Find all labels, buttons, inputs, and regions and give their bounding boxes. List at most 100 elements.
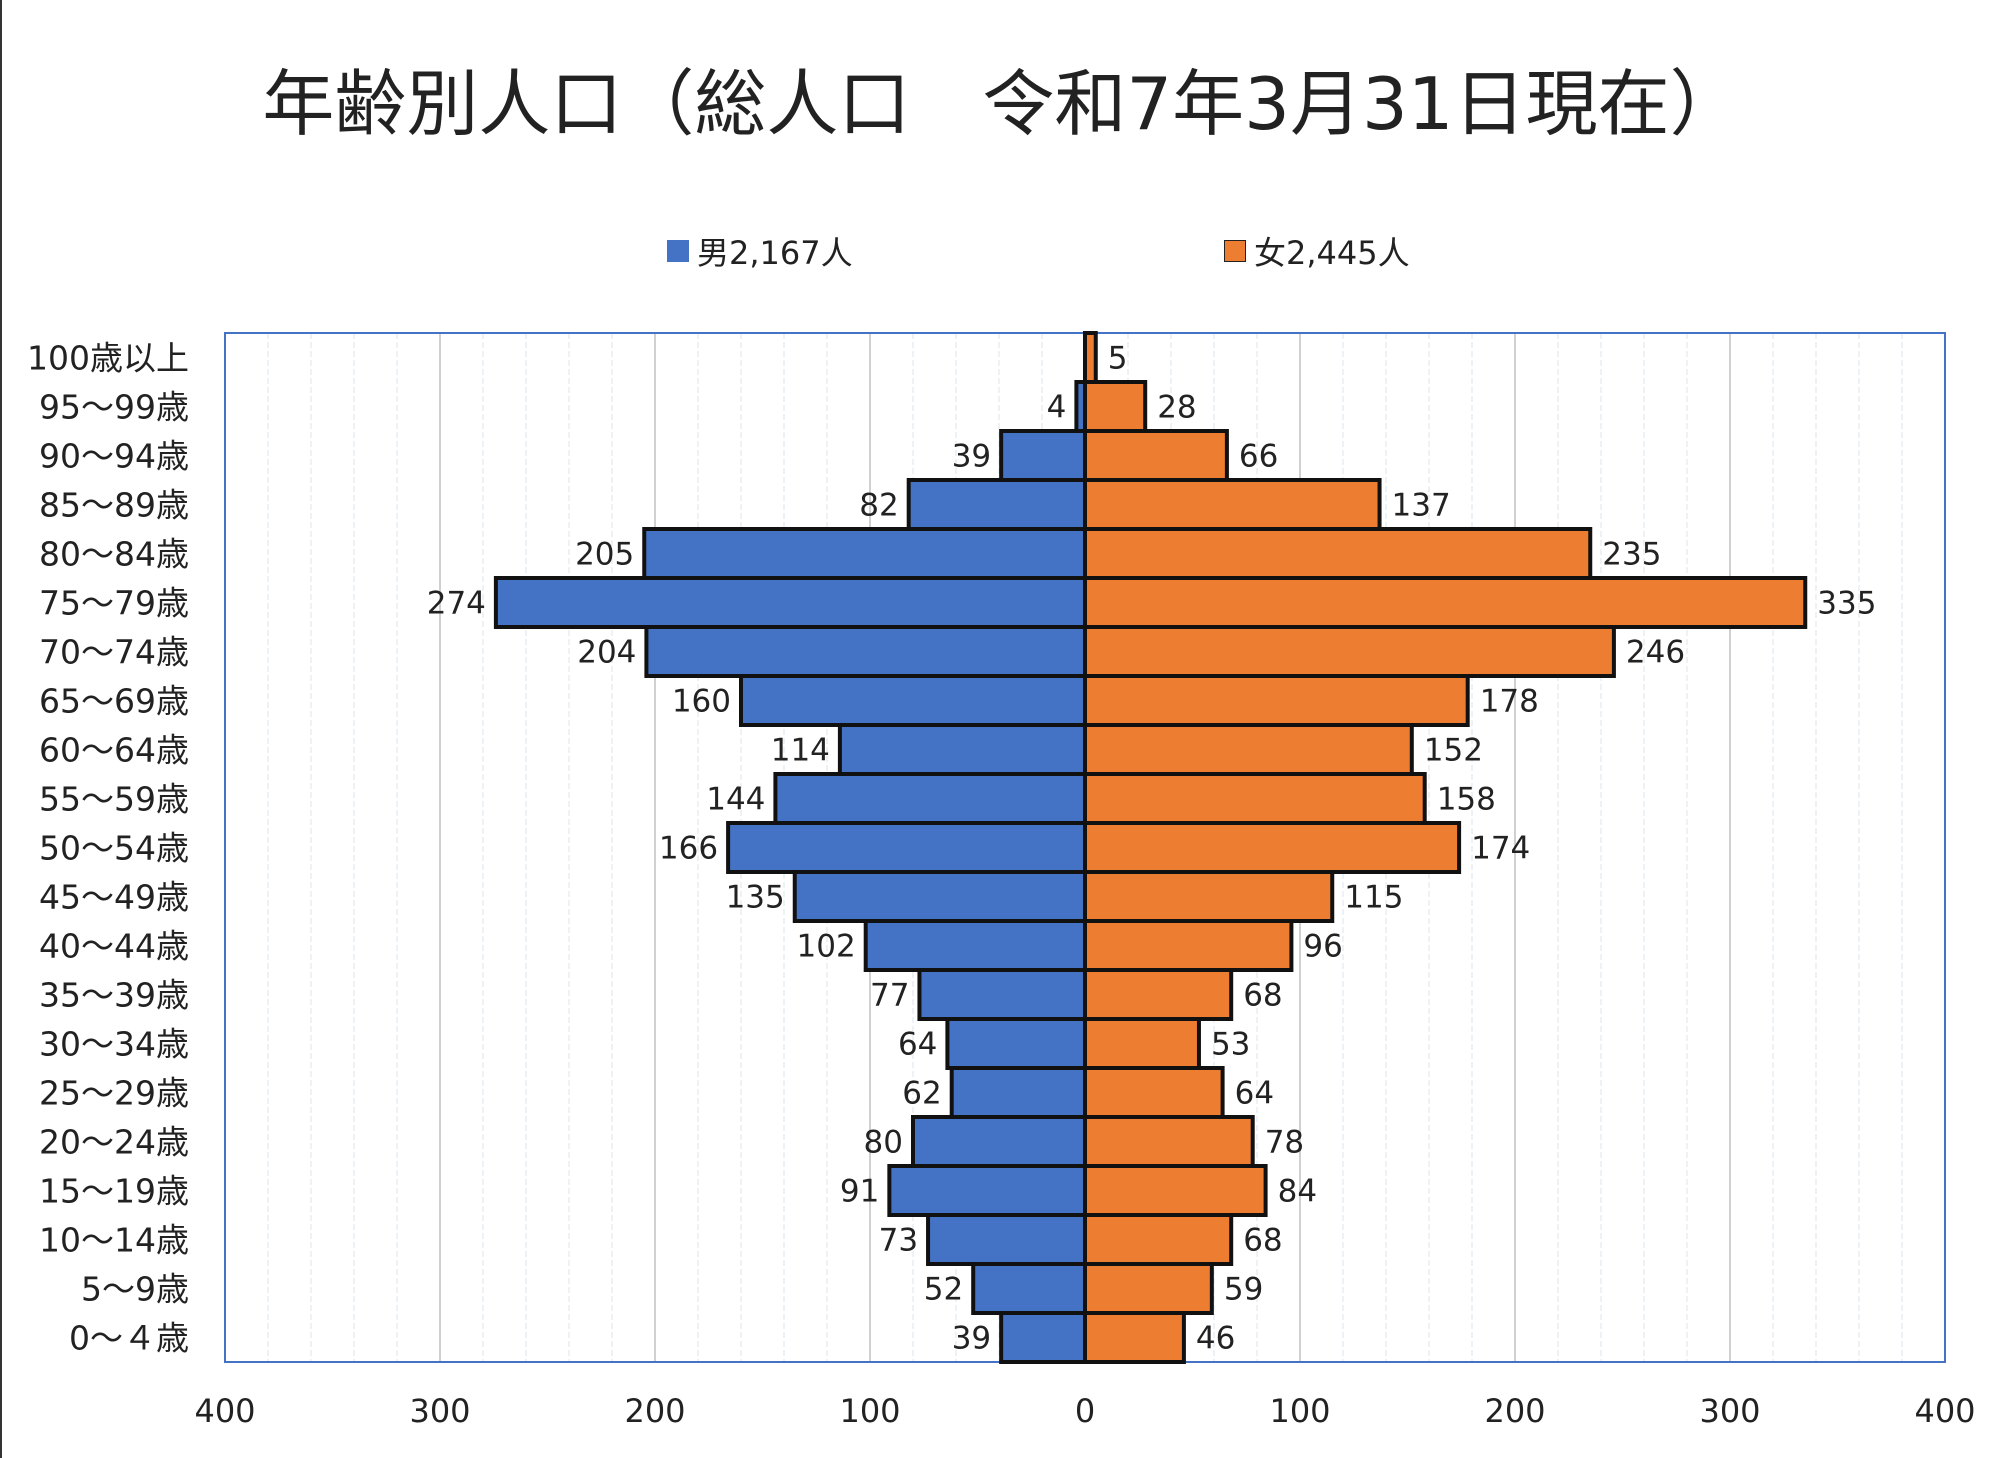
bar-female — [1083, 723, 1414, 776]
bar-female — [1083, 1262, 1214, 1315]
data-label-male: 135 — [726, 880, 785, 916]
y-tick-label: 80～84歳 — [39, 535, 189, 574]
data-label-female: 96 — [1303, 929, 1342, 965]
bar-male — [945, 1017, 1088, 1070]
bar-female — [1083, 527, 1593, 580]
bar-male — [949, 1066, 1088, 1119]
data-label-male: 4 — [1047, 390, 1067, 426]
data-label-male: 39 — [952, 439, 991, 475]
data-label-male: 73 — [879, 1223, 918, 1259]
bar-male — [644, 625, 1088, 678]
legend-item-female: 女2,445人 — [1224, 228, 1410, 274]
data-label-female: 335 — [1817, 586, 1876, 622]
x-tick-label: 400 — [194, 1392, 255, 1430]
y-tick-label: 85～89歳 — [39, 486, 189, 525]
data-label-male: 77 — [870, 978, 909, 1014]
data-label-female: 84 — [1278, 1174, 1317, 1210]
bar-female — [1083, 478, 1382, 531]
x-tick-label: 300 — [409, 1392, 470, 1430]
data-label-male: 64 — [898, 1027, 937, 1063]
legend-swatch-male — [667, 240, 689, 262]
y-tick-label: 10～14歳 — [39, 1221, 189, 1260]
data-label-male: 114 — [771, 733, 830, 769]
y-tick-label: 0～４歳 — [69, 1319, 189, 1358]
bar-male — [726, 821, 1087, 874]
y-tick-label: 100歳以上 — [27, 339, 189, 378]
bar-male — [739, 674, 1087, 727]
x-tick-label: 400 — [1914, 1392, 1975, 1430]
x-tick-label: 100 — [839, 1392, 900, 1430]
bar-male — [837, 723, 1088, 776]
y-tick-label: 40～44歳 — [39, 927, 189, 966]
data-label-female: 246 — [1626, 635, 1685, 671]
data-label-male: 62 — [902, 1076, 941, 1112]
data-label-female: 174 — [1471, 831, 1530, 867]
data-label-male: 80 — [864, 1125, 903, 1161]
y-tick-label: 35～39歳 — [39, 976, 189, 1015]
bar-male — [906, 478, 1088, 531]
bar-female — [1083, 674, 1470, 727]
y-tick-label: 30～34歳 — [39, 1025, 189, 1064]
bar-male — [999, 429, 1088, 482]
bar-female — [1083, 625, 1616, 678]
bar-female — [1083, 1164, 1268, 1217]
bar-female — [1083, 1115, 1255, 1168]
bar-female — [1083, 429, 1229, 482]
data-label-male: 160 — [672, 684, 731, 720]
y-tick-label: 65～69歳 — [39, 682, 189, 721]
y-tick-label: 25～29歳 — [39, 1074, 189, 1113]
data-label-female: 152 — [1424, 733, 1483, 769]
bar-female — [1083, 870, 1335, 923]
data-label-female: 68 — [1243, 1223, 1282, 1259]
bar-female — [1083, 1311, 1186, 1364]
data-label-female: 5 — [1108, 341, 1128, 377]
data-label-female: 78 — [1265, 1125, 1304, 1161]
bar-female — [1083, 1066, 1225, 1119]
bar-male — [863, 919, 1088, 972]
x-tick-label: 300 — [1699, 1392, 1760, 1430]
bar-male — [887, 1164, 1087, 1217]
bar-male — [917, 968, 1088, 1021]
y-tick-label: 20～24歳 — [39, 1123, 189, 1162]
bar-female — [1083, 821, 1462, 874]
data-label-female: 28 — [1157, 390, 1196, 426]
data-label-male: 39 — [952, 1321, 991, 1357]
data-label-female: 53 — [1211, 1027, 1250, 1063]
data-label-female: 115 — [1344, 880, 1403, 916]
bar-male — [971, 1262, 1088, 1315]
data-label-male: 82 — [859, 488, 898, 524]
bar-female — [1083, 380, 1148, 433]
bar-female — [1083, 968, 1234, 1021]
data-label-female: 235 — [1602, 537, 1661, 573]
data-label-female: 68 — [1243, 978, 1282, 1014]
y-tick-label: 95～99歳 — [39, 388, 189, 427]
x-tick-label: 200 — [624, 1392, 685, 1430]
y-tick-label: 50～54歳 — [39, 829, 189, 868]
bar-male — [999, 1311, 1088, 1364]
data-label-female: 59 — [1224, 1272, 1263, 1308]
bar-female — [1083, 331, 1098, 384]
x-tick-label: 100 — [1269, 1392, 1330, 1430]
bar-female — [1083, 919, 1294, 972]
data-label-male: 91 — [840, 1174, 879, 1210]
x-tick-label: 200 — [1484, 1392, 1545, 1430]
data-label-female: 64 — [1235, 1076, 1274, 1112]
y-tick-label: 60～64歳 — [39, 731, 189, 770]
bar-female — [1083, 576, 1808, 629]
chart-title: 年齢別人口（総人口 令和7年3月31日現在） — [262, 62, 1742, 146]
bar-male — [792, 870, 1087, 923]
data-label-male: 102 — [797, 929, 856, 965]
bar-female — [1083, 1017, 1201, 1070]
data-label-female: 46 — [1196, 1321, 1235, 1357]
bar-female — [1083, 1213, 1234, 1266]
data-label-female: 158 — [1437, 782, 1496, 818]
legend-label-male: 男2,167人 — [697, 234, 853, 272]
y-tick-label: 5～9歳 — [81, 1270, 189, 1309]
data-label-male: 144 — [706, 782, 765, 818]
data-label-male: 205 — [575, 537, 634, 573]
bar-male — [493, 576, 1087, 629]
y-tick-label: 45～49歳 — [39, 878, 189, 917]
data-label-female: 66 — [1239, 439, 1278, 475]
bar-male — [926, 1213, 1087, 1266]
